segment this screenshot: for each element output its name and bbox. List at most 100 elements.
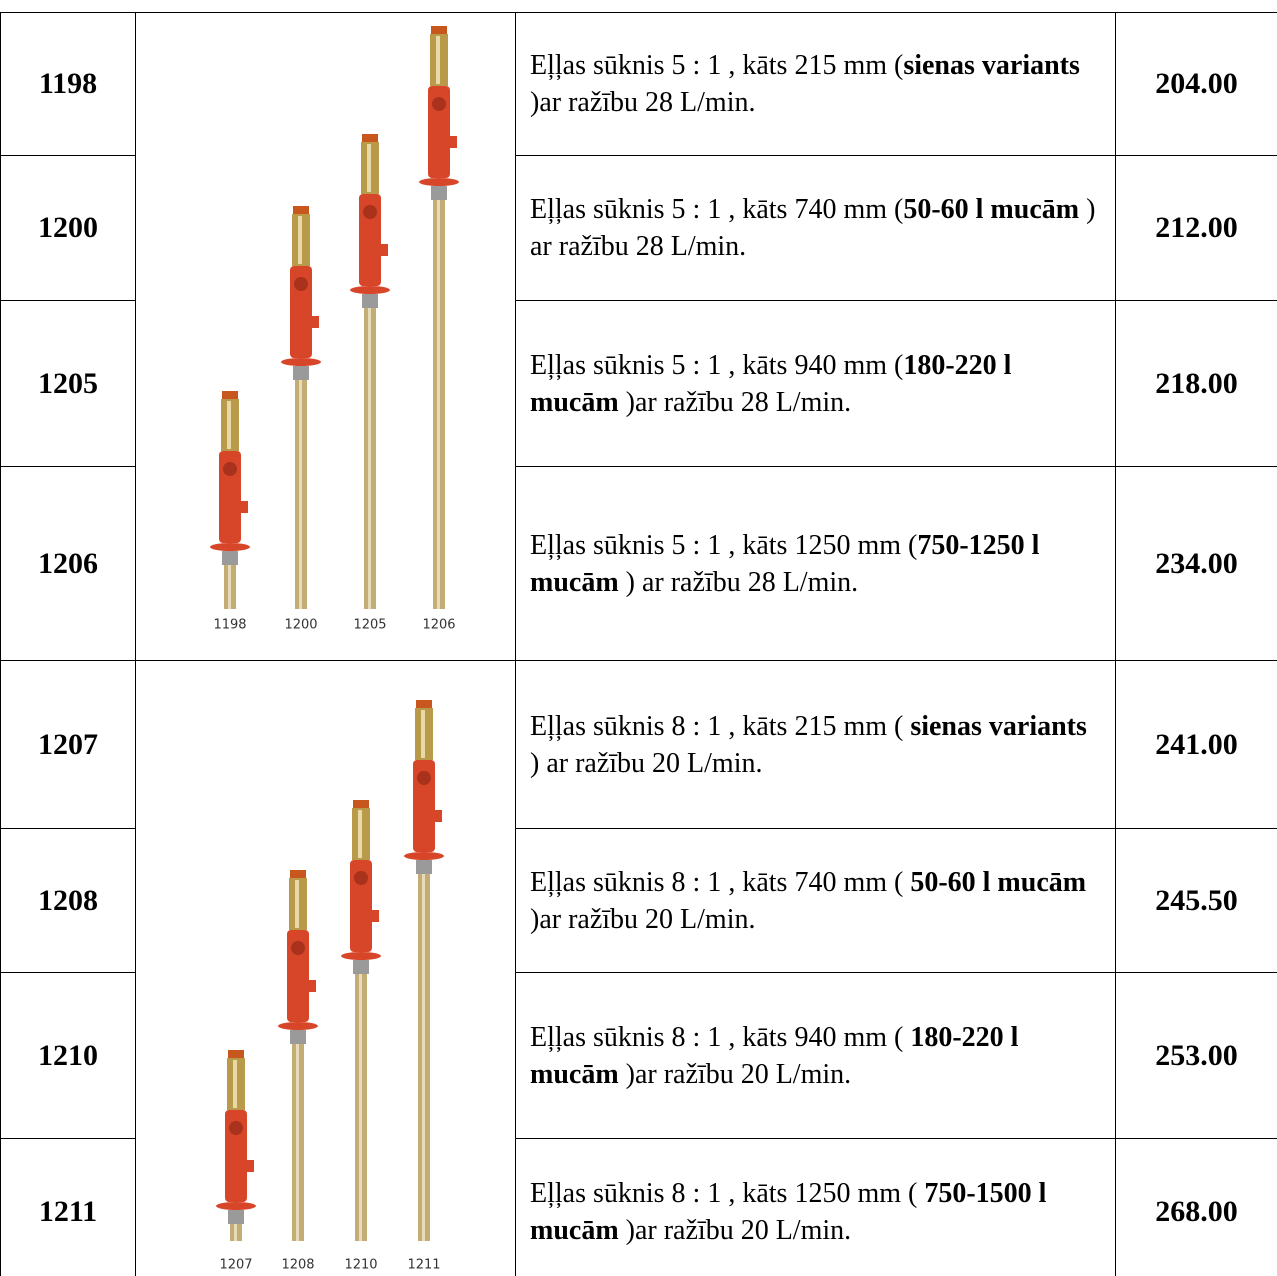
product-description: Eļļas sūknis 5 : 1 , kāts 740 mm (50-60 … [515, 155, 1116, 301]
pump-cap [222, 391, 238, 401]
description-segment: ) ar ražību 28 L/min. [530, 194, 1096, 262]
pump-valve [223, 462, 237, 476]
product-code: 1200 [0, 155, 136, 301]
product-code-text: 1210 [38, 1038, 98, 1072]
description-segment: Eļļas sūknis 8 : 1 , kāts 1250 mm ( [530, 1177, 925, 1209]
pump-outlet [244, 1160, 254, 1172]
pump-cap [293, 206, 309, 216]
pump-cap [353, 800, 369, 810]
product-price: 204.00 [1115, 12, 1277, 156]
pump-label: 1210 [344, 1258, 377, 1273]
pump-cylinder-shine [436, 36, 440, 84]
pump-pipe-shine [368, 308, 371, 609]
product-price-text: 245.50 [1155, 883, 1238, 917]
description-segment: )ar ražību 20 L/min. [618, 1214, 852, 1246]
pump-collar [362, 294, 378, 308]
product-description: Eļļas sūknis 5 : 1 , kāts 215 mm (sienas… [515, 12, 1116, 156]
description-segment: sienas variants [903, 50, 1080, 81]
description-text: Eļļas sūknis 5 : 1 , kāts 740 mm (50-60 … [530, 191, 1101, 265]
pump-collar [290, 1030, 306, 1044]
product-price: 241.00 [1115, 660, 1277, 829]
pump-collar [293, 366, 309, 380]
pump-flange [404, 852, 444, 860]
pump-cylinder-shine [295, 880, 299, 928]
pump-label: 1208 [281, 1258, 314, 1273]
pump-flange [278, 1022, 318, 1030]
pump-illustration: 1198 1200 1205 1206 [210, 26, 459, 633]
pump-illustration: 1207 1208 1210 1211 [216, 700, 444, 1273]
pump-flange [210, 543, 250, 551]
description-segment: Eļļas sūknis 8 : 1 , kāts 940 mm ( [530, 1021, 911, 1053]
pump-label: 1200 [284, 618, 317, 633]
pump-cap [228, 1050, 244, 1060]
description-segment: 180-220 l mucām [530, 1021, 1019, 1090]
description-text: Eļļas sūknis 8 : 1 , kāts 740 mm ( 50-60… [530, 864, 1101, 938]
description-text: Eļļas sūknis 8 : 1 , kāts 215 mm ( siena… [530, 708, 1101, 782]
pump-flange [281, 358, 321, 366]
pump-outlet [378, 244, 388, 256]
description-segment: 750-1500 l mucām [530, 1177, 1047, 1246]
pump-valve [291, 941, 305, 955]
product-price: 268.00 [1115, 1138, 1277, 1276]
pump-label: 1205 [353, 618, 386, 633]
pump-cylinder-shine [298, 216, 302, 264]
product-price: 234.00 [1115, 466, 1277, 661]
description-segment: )ar ražību 20 L/min. [530, 903, 756, 935]
pump-cap [290, 870, 306, 880]
pump-outlet [432, 810, 442, 822]
description-segment: Eļļas sūknis 5 : 1 , kāts 740 mm ( [530, 194, 904, 225]
product-price: 245.50 [1115, 828, 1277, 973]
pump-valve [354, 871, 368, 885]
description-segment: Eļļas sūknis 5 : 1 , kāts 940 mm ( [530, 349, 904, 381]
product-price-text: 268.00 [1155, 1194, 1238, 1228]
description-segment: 750-1250 l mucām [530, 529, 1040, 598]
pump-pipe-shine [422, 874, 425, 1241]
pump-cylinder-shine [227, 401, 231, 449]
description-segment: ) ar ražību 20 L/min. [530, 747, 763, 779]
pump-cylinder-shine [367, 144, 371, 192]
product-code-text: 1205 [38, 366, 98, 400]
product-description: Eļļas sūknis 5 : 1 , kāts 1250 mm (750-1… [515, 466, 1116, 661]
pump-pipe-shine [296, 1044, 299, 1241]
pump-cap [431, 26, 447, 36]
product-code: 1207 [0, 660, 136, 829]
pump-pipe-shine [299, 380, 302, 609]
pump-collar [416, 860, 432, 874]
description-segment: 50-60 l mucām [903, 194, 1080, 225]
product-price-text: 253.00 [1155, 1038, 1238, 1072]
pump-valve [363, 205, 377, 219]
pump-outlet [369, 910, 379, 922]
product-code: 1198 [0, 12, 136, 156]
product-description: Eļļas sūknis 8 : 1 , kāts 940 mm ( 180-2… [515, 972, 1116, 1139]
pump-collar [353, 960, 369, 974]
product-price: 253.00 [1115, 972, 1277, 1139]
pump-flange [350, 286, 390, 294]
product-description: Eļļas sūknis 8 : 1 , kāts 215 mm ( siena… [515, 660, 1116, 829]
pump-outlet [447, 136, 457, 148]
product-price-text: 204.00 [1155, 67, 1238, 100]
pump-flange [341, 952, 381, 960]
pump-pipe-shine [359, 974, 362, 1241]
description-segment: sienas variants [910, 710, 1087, 742]
description-segment: Eļļas sūknis 8 : 1 , kāts 215 mm ( [530, 710, 911, 742]
pump-outlet [306, 980, 316, 992]
description-text: Eļļas sūknis 8 : 1 , kāts 1250 mm ( 750-… [530, 1175, 1101, 1249]
product-code: 1210 [0, 972, 136, 1139]
product-price-text: 241.00 [1155, 727, 1238, 761]
pump-body [428, 86, 450, 178]
pump-body [287, 930, 309, 1022]
product-code-text: 1206 [38, 546, 98, 580]
product-description: Eļļas sūknis 8 : 1 , kāts 740 mm ( 50-60… [515, 828, 1116, 973]
description-segment: )ar ražību 28 L/min. [530, 87, 756, 118]
pump-outlet [309, 316, 319, 328]
pump-cylinder-shine [421, 710, 425, 758]
description-segment: Eļļas sūknis 5 : 1 , kāts 1250 mm ( [530, 529, 918, 561]
pump-pipe-shine [228, 565, 231, 609]
pump-body [350, 860, 372, 952]
pump-flange [216, 1202, 256, 1210]
pump-body [413, 760, 435, 852]
product-code: 1211 [0, 1138, 136, 1276]
pump-valve [417, 771, 431, 785]
product-code: 1208 [0, 828, 136, 973]
